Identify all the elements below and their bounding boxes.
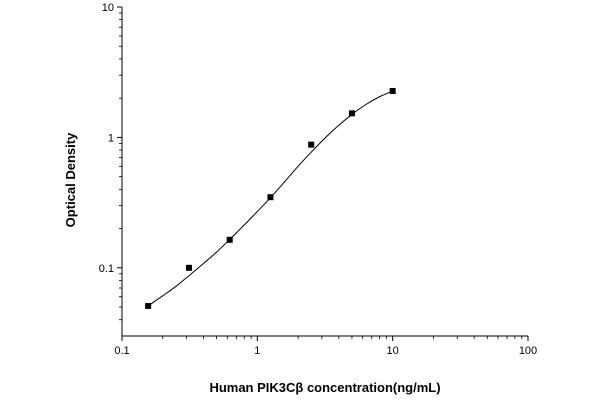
x-tick-label: 100 bbox=[519, 345, 537, 357]
axes bbox=[121, 7, 528, 337]
data-point bbox=[348, 110, 355, 117]
x-tick-label: 10 bbox=[387, 345, 399, 357]
x-axis-title: Human PIK3Cβ concentration(ng/mL) bbox=[209, 380, 440, 395]
data-points-layer bbox=[145, 87, 396, 309]
y-tick-label: 1 bbox=[108, 132, 114, 144]
x-tick-label: 0.1 bbox=[114, 345, 129, 357]
data-point bbox=[145, 302, 152, 309]
data-point bbox=[389, 87, 396, 94]
data-point bbox=[267, 194, 274, 201]
y-tick-label: 10 bbox=[102, 2, 114, 14]
ticks: 0.1 1 10 100 0.1 1 10 bbox=[99, 2, 537, 357]
y-tick-label: 0.1 bbox=[99, 263, 114, 275]
x-tick-label: 1 bbox=[254, 345, 260, 357]
data-point bbox=[226, 236, 233, 243]
data-point bbox=[308, 141, 315, 148]
data-point bbox=[185, 264, 192, 271]
y-axis-title: Optical Density bbox=[63, 132, 78, 227]
